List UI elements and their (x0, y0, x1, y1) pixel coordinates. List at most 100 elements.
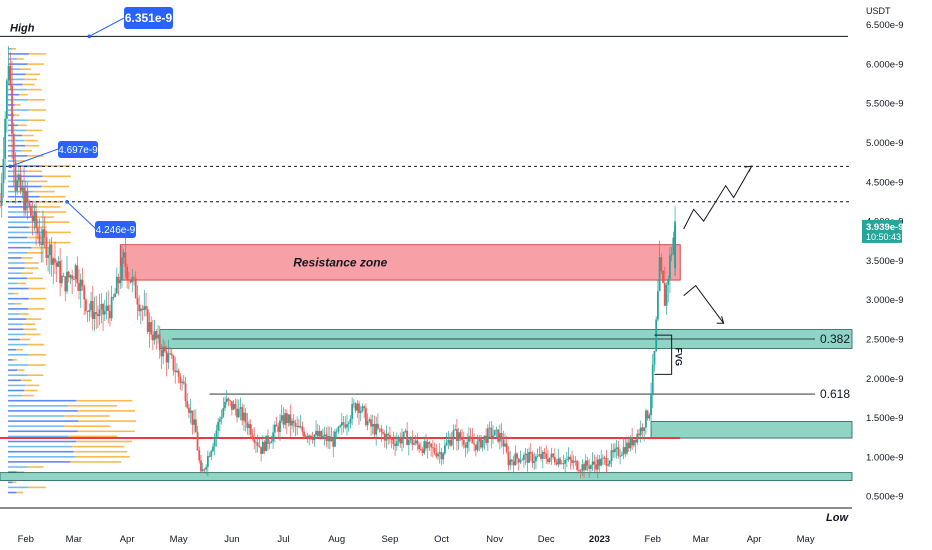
candle-body (450, 439, 453, 446)
volume-profile-bar (8, 471, 17, 473)
candle-body (428, 442, 431, 444)
volume-profile-bar (8, 466, 28, 468)
volume-profile-bar (28, 308, 45, 310)
candle-body (318, 431, 321, 437)
volume-profile-bar (33, 216, 55, 218)
volume-profile-bar (8, 139, 25, 142)
volume-profile-bar (8, 282, 18, 285)
candle-body (643, 427, 646, 432)
time-tick-label: Feb (18, 534, 34, 545)
volume-profile-bar (20, 379, 32, 382)
candle-body (498, 432, 501, 442)
volume-profile-bar (8, 272, 22, 274)
volume-profile-bar (25, 333, 41, 336)
candle-body (151, 334, 154, 341)
candle-body (67, 271, 70, 278)
time-tick-label: Nov (486, 534, 503, 545)
price-tick-label: 6.500e-9 (866, 20, 904, 31)
candle-body (581, 464, 584, 472)
volume-profile-bar (8, 93, 19, 96)
candle-body (133, 277, 135, 279)
candle-body (674, 225, 677, 269)
candle-body (38, 233, 41, 244)
candle-body (526, 453, 529, 463)
candle-body (59, 261, 62, 284)
candle-body (306, 435, 309, 438)
candle-body (342, 422, 345, 425)
candle-body (131, 277, 134, 283)
candle-body (504, 443, 506, 447)
time-axis[interactable]: Feb Mar Apr May Jun Jul Aug Sep Oct Nov Dec 2023 Feb… (18, 534, 815, 545)
candle-body (600, 458, 603, 466)
volume-profile-bar (15, 303, 22, 305)
resistance-zone-label: Resistance zone (293, 255, 387, 269)
candle-body (385, 433, 388, 441)
candle-body (320, 431, 323, 438)
candle-body (158, 334, 161, 351)
volume-profile-bar (8, 231, 43, 234)
candle-body (552, 453, 555, 457)
candle-body (78, 283, 80, 291)
callout-high[interactable]: 6.351e-9 (87, 7, 173, 39)
fib-382-label: 0.382 (820, 332, 850, 346)
volume-profile-bar (8, 420, 79, 422)
callout-4697[interactable]: 4.697e-9 (8, 141, 99, 169)
candle-body (139, 308, 142, 312)
candle-body (169, 353, 171, 355)
candle-body (11, 85, 13, 134)
callout-4246[interactable]: 4.246e-9 (65, 199, 136, 238)
candle-body (14, 162, 17, 191)
volume-profile-bar (64, 425, 111, 427)
volume-profile-bar (12, 359, 17, 361)
callout-high-text: 6.351e-9 (125, 11, 173, 25)
volume-profile-bar (8, 63, 28, 65)
volume-profile-bar (70, 461, 122, 463)
candle-body (229, 400, 232, 402)
candle-body (7, 65, 10, 81)
candle-body (23, 187, 25, 211)
candle-body (52, 258, 55, 265)
current-price-value: 3.939e-9 (866, 222, 904, 233)
candle-body (328, 436, 331, 442)
candle-body (275, 424, 278, 427)
candle-body (507, 451, 510, 466)
volume-profile-bar (8, 456, 75, 458)
candle-body (327, 436, 329, 441)
candle-body (48, 244, 51, 256)
candle-body (468, 436, 470, 443)
candle-body (55, 262, 58, 267)
volume-profile-bar (18, 124, 27, 127)
candle-body (390, 438, 393, 440)
volume-profile-bar (22, 134, 34, 137)
fvg-bracket (654, 334, 673, 375)
candle-body (337, 426, 340, 432)
candle-body (121, 257, 123, 281)
candle-body (5, 80, 8, 119)
candle-body (662, 270, 664, 283)
candle-body (95, 312, 98, 315)
time-tick-label: Apr (747, 534, 762, 545)
candle-body (256, 442, 259, 446)
candle-body (344, 424, 347, 428)
candle-body (244, 412, 247, 423)
candle-body (220, 416, 223, 420)
volume-profile-bar (24, 139, 38, 142)
volume-profile-bar (16, 471, 25, 473)
candle-body (397, 437, 400, 442)
candle-body (114, 293, 116, 297)
volume-profile-bar (8, 155, 28, 157)
candle-body (442, 453, 445, 460)
candle-body (239, 407, 242, 409)
candle-body (392, 439, 395, 445)
volume-profile-bar (8, 374, 28, 376)
volume-profile-bar (8, 53, 29, 55)
candle-body (634, 439, 637, 443)
candle-body (232, 404, 235, 410)
candle-body (222, 408, 225, 417)
price-tick-label: 5.000e-9 (866, 138, 904, 149)
time-tick-label: Dec (538, 534, 555, 545)
volume-profile-bar (8, 394, 23, 397)
candle-body (394, 444, 396, 447)
candle-body (323, 434, 326, 436)
